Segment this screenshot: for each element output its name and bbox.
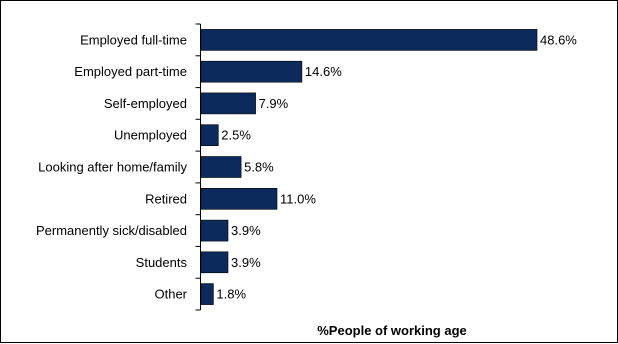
value-label-other: 1.8% [216,287,246,302]
value-label-unemployed: 2.5% [221,128,251,143]
bar-other [200,283,214,305]
category-labels: Employed full-time Employed part-time Self… [36,32,188,301]
bar-looking-after-home-family [200,156,242,178]
category-label-employed-part-time: Employed part-time [74,64,187,79]
category-label-permanently-sick-disabled: Permanently sick/disabled [36,223,187,238]
value-labels: 48.6% 14.6% 7.9% 2.5% 5.8% 11.0% 3.9% 3.9% 1.8% [216,32,577,301]
y-axis-ticks [195,23,201,311]
bar-permanently-sick-disabled [200,219,229,242]
category-label-employed-full-time: Employed full-time [80,32,187,47]
category-label-retired: Retired [145,191,187,206]
value-label-self-employed: 7.9% [259,96,289,111]
category-label-unemployed: Unemployed [114,128,187,143]
category-label-self-employed: Self-employed [104,96,187,111]
bar-unemployed [200,124,219,146]
category-label-looking-after-home-family: Looking after home/family [38,160,187,175]
bar-self-employed [200,92,256,115]
bar-students [200,251,229,274]
bar-employed-part-time [200,60,303,83]
x-axis-title: %People of working age [317,323,467,338]
value-label-employed-part-time: 14.6% [305,64,342,79]
category-label-students: Students [136,255,188,270]
value-label-looking-after-home-family: 5.8% [244,160,274,175]
value-label-permanently-sick-disabled: 3.9% [231,223,261,238]
category-label-other: Other [154,287,187,302]
bar-employed-full-time [200,29,538,51]
value-label-students: 3.9% [231,255,261,270]
value-label-retired: 11.0% [280,191,316,206]
bar-retired [200,188,278,210]
value-label-employed-full-time: 48.6% [540,32,577,47]
